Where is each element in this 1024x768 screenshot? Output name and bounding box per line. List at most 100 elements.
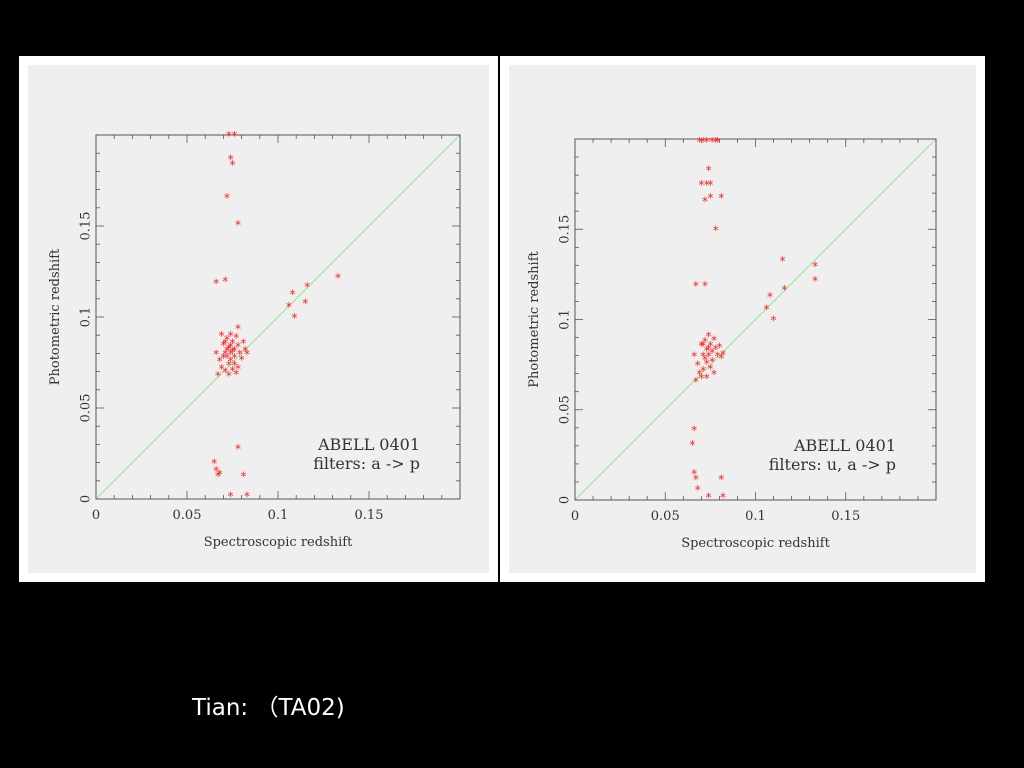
data-point: * <box>222 275 228 289</box>
data-point: * <box>720 348 726 362</box>
data-point: * <box>691 467 697 481</box>
data-point: * <box>230 336 236 350</box>
data-point: * <box>222 336 228 350</box>
data-point: * <box>700 364 706 378</box>
y-tick-label: 0 <box>79 495 94 503</box>
data-point: * <box>698 178 704 192</box>
data-point: * <box>706 330 712 344</box>
data-point: * <box>213 347 219 361</box>
data-point: * <box>244 347 250 361</box>
data-point: * <box>715 350 721 364</box>
data-point: * <box>709 346 715 360</box>
data-point: * <box>695 359 701 373</box>
data-point: * <box>709 135 715 149</box>
y-tick-label: 0.05 <box>558 395 573 424</box>
y-tick-label: 0 <box>558 496 573 504</box>
data-point: * <box>704 135 710 149</box>
data-point: * <box>231 344 237 358</box>
plot-annotation-line: filters: a -> p <box>313 454 420 473</box>
data-point: * <box>713 342 719 356</box>
data-point: * <box>226 358 232 372</box>
plot-annotation-line: ABELL 0401 <box>793 436 896 455</box>
data-point: * <box>691 350 697 364</box>
data-point: * <box>812 274 818 288</box>
data-point: * <box>706 164 712 178</box>
data-point: * <box>213 464 219 478</box>
data-point: * <box>230 158 236 172</box>
data-point: * <box>235 442 241 456</box>
data-point: * <box>702 194 708 208</box>
x-tick-label: 0.1 <box>268 508 289 523</box>
data-point: * <box>286 300 292 314</box>
data-point: * <box>228 153 234 167</box>
data-point: * <box>235 218 241 232</box>
y-tick-label: 0.15 <box>79 212 94 241</box>
data-point: * <box>704 178 710 192</box>
data-point: * <box>226 342 232 356</box>
data-point: * <box>228 329 234 343</box>
data-point: * <box>706 350 712 364</box>
data-point: * <box>235 340 241 354</box>
y-tick-label: 0.1 <box>558 309 573 330</box>
data-point: * <box>704 344 710 358</box>
data-point: * <box>224 191 230 205</box>
plot-annotation-line: ABELL 0401 <box>317 435 420 454</box>
data-point: * <box>219 329 225 343</box>
data-point: * <box>224 333 230 347</box>
data-point: * <box>230 364 236 378</box>
data-point: * <box>239 353 245 367</box>
data-point: * <box>713 135 719 149</box>
data-point: * <box>233 367 239 381</box>
data-point: * <box>716 341 722 355</box>
data-point: * <box>233 331 239 345</box>
data-point: * <box>222 366 228 380</box>
data-point: * <box>226 369 232 383</box>
data-point: * <box>691 424 697 438</box>
data-point: * <box>702 279 708 293</box>
y-axis-label: Photometric redshift <box>527 250 542 387</box>
x-axis-label: Spectroscopic redshift <box>681 536 830 551</box>
data-point: * <box>711 333 717 347</box>
diagonal-reference-line <box>95 134 461 500</box>
data-point: * <box>231 358 237 372</box>
x-tick-label: 0 <box>92 508 100 523</box>
data-point: * <box>781 283 787 297</box>
data-point: * <box>230 346 236 360</box>
data-point: * <box>219 362 225 376</box>
diagonal-reference-line <box>574 138 937 501</box>
data-point: * <box>700 135 706 149</box>
data-point: * <box>290 287 296 301</box>
y-tick-label: 0.1 <box>79 307 94 328</box>
data-point: * <box>215 369 221 383</box>
data-point: * <box>231 129 237 143</box>
plot-annotation-line: filters: u, a -> p <box>769 455 896 474</box>
data-point: * <box>240 469 246 483</box>
x-tick-label: 0.1 <box>745 509 766 524</box>
data-point: * <box>228 347 234 361</box>
data-point: * <box>304 280 310 294</box>
data-point: * <box>771 314 777 328</box>
data-point: * <box>700 350 706 364</box>
data-point: * <box>217 468 223 482</box>
data-point: * <box>706 490 712 504</box>
data-point: * <box>224 344 230 358</box>
data-point: * <box>222 347 228 361</box>
data-point: * <box>215 469 221 483</box>
data-point: * <box>291 311 297 325</box>
data-point: * <box>217 355 223 369</box>
x-tick-label: 0.05 <box>173 508 202 523</box>
data-point: * <box>240 336 246 350</box>
data-point: * <box>693 472 699 486</box>
data-point: * <box>711 368 717 382</box>
data-point: * <box>213 276 219 290</box>
x-tick-label: 0.05 <box>651 509 680 524</box>
data-point: * <box>763 303 769 317</box>
data-point: * <box>224 351 230 365</box>
data-point: * <box>235 362 241 376</box>
data-point: * <box>706 342 712 356</box>
data-point: * <box>707 362 713 376</box>
data-point: * <box>718 191 724 205</box>
data-point: * <box>228 355 234 369</box>
data-point: * <box>700 339 706 353</box>
data-point: * <box>235 322 241 336</box>
